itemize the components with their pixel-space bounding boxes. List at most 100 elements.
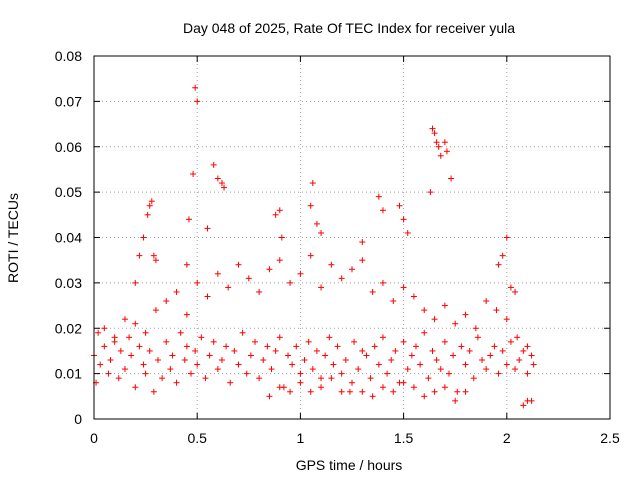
data-point <box>318 384 325 391</box>
data-point <box>132 384 139 391</box>
data-point <box>239 329 246 336</box>
data-point <box>441 302 448 309</box>
data-point <box>528 397 535 404</box>
data-point <box>524 370 531 377</box>
data-point <box>101 343 108 350</box>
data-point <box>349 266 355 273</box>
data-point <box>524 343 531 350</box>
data-point <box>425 375 432 382</box>
data-point <box>412 343 419 350</box>
data-point <box>231 347 238 354</box>
data-point <box>159 375 166 382</box>
data-point <box>192 347 199 354</box>
data-point <box>276 257 283 264</box>
data-point <box>169 352 176 359</box>
data-point <box>417 361 424 368</box>
data-point <box>359 239 366 246</box>
data-point <box>276 384 283 391</box>
data-point <box>297 370 304 377</box>
x-tick-label: 2.5 <box>600 430 620 446</box>
data-point <box>260 357 267 364</box>
y-tick-label: 0.04 <box>55 230 82 246</box>
data-point <box>446 370 453 377</box>
y-tick-label: 0.03 <box>55 275 82 291</box>
data-point <box>140 361 147 368</box>
data-point <box>507 338 514 345</box>
data-point <box>503 361 510 368</box>
data-point <box>307 202 314 209</box>
data-point <box>355 366 362 373</box>
data-point <box>142 370 149 377</box>
data-point <box>351 338 358 345</box>
data-point <box>404 366 411 373</box>
plot-frame <box>93 55 611 420</box>
data-point <box>429 347 436 354</box>
data-point <box>433 139 440 146</box>
data-point <box>221 184 228 191</box>
data-point <box>437 366 444 373</box>
data-point <box>441 139 448 146</box>
data-point <box>272 211 279 218</box>
data-point <box>194 361 201 368</box>
data-point <box>512 288 519 295</box>
data-point <box>470 375 477 382</box>
grid <box>94 56 610 419</box>
data-point <box>421 329 428 336</box>
data-point <box>128 352 135 359</box>
data-point <box>309 366 316 373</box>
data-point <box>359 347 366 354</box>
x-tick-label: 0 <box>90 430 98 446</box>
data-point <box>202 375 209 382</box>
y-axis-label: ROTI / TECUs <box>5 193 21 283</box>
data-point <box>115 375 122 382</box>
x-axis-label: GPS time / hours <box>296 457 403 473</box>
data-point <box>287 388 294 395</box>
data-point <box>146 347 153 354</box>
data-point <box>375 193 382 200</box>
data-point <box>474 334 481 341</box>
data-point <box>313 347 320 354</box>
data-point <box>400 284 407 291</box>
data-point <box>150 252 157 259</box>
data-point <box>235 361 242 368</box>
data-point <box>111 334 118 341</box>
data-point <box>173 288 180 295</box>
data-point <box>454 388 461 395</box>
data-point <box>483 298 490 305</box>
data-point <box>462 311 469 318</box>
data-point <box>429 125 436 132</box>
x-tick-label: 1 <box>297 430 305 446</box>
data-point <box>206 352 213 359</box>
data-point <box>495 261 502 268</box>
data-point <box>150 388 157 395</box>
data-point <box>204 293 211 300</box>
data-point <box>167 366 174 373</box>
data-point <box>392 347 399 354</box>
y-tick-label: 0.02 <box>55 320 82 336</box>
y-tick-label: 0.06 <box>55 139 82 155</box>
data-point <box>243 370 250 377</box>
data-point <box>369 288 376 295</box>
data-point <box>499 252 506 259</box>
data-point <box>152 257 159 264</box>
data-point <box>363 352 370 359</box>
data-point <box>443 148 450 155</box>
data-point <box>126 334 133 341</box>
data-point <box>117 347 124 354</box>
data-points <box>91 84 537 409</box>
data-point <box>266 266 273 273</box>
data-point <box>183 343 190 350</box>
data-point <box>479 357 486 364</box>
data-point <box>421 393 428 400</box>
data-point <box>227 379 234 386</box>
data-point <box>435 143 442 150</box>
data-point <box>530 361 537 368</box>
data-point <box>188 370 195 377</box>
data-point <box>289 361 296 368</box>
data-point <box>458 343 465 350</box>
data-point <box>285 352 292 359</box>
data-point <box>466 347 473 354</box>
chart-title: Day 048 of 2025, Rate Of TEC Index for r… <box>183 20 515 36</box>
data-point <box>330 361 337 368</box>
